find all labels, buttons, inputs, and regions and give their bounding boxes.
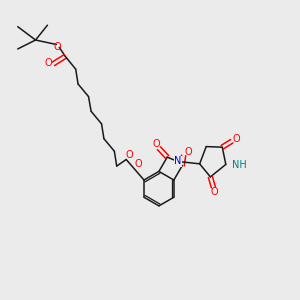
Text: O: O bbox=[53, 42, 61, 52]
Text: O: O bbox=[134, 159, 142, 170]
Text: NH: NH bbox=[232, 160, 247, 170]
Text: O: O bbox=[184, 147, 192, 158]
Text: O: O bbox=[210, 187, 218, 197]
Text: N: N bbox=[174, 156, 182, 167]
Text: O: O bbox=[126, 150, 134, 160]
Text: O: O bbox=[44, 58, 52, 68]
Text: O: O bbox=[152, 139, 160, 149]
Text: O: O bbox=[233, 134, 240, 144]
